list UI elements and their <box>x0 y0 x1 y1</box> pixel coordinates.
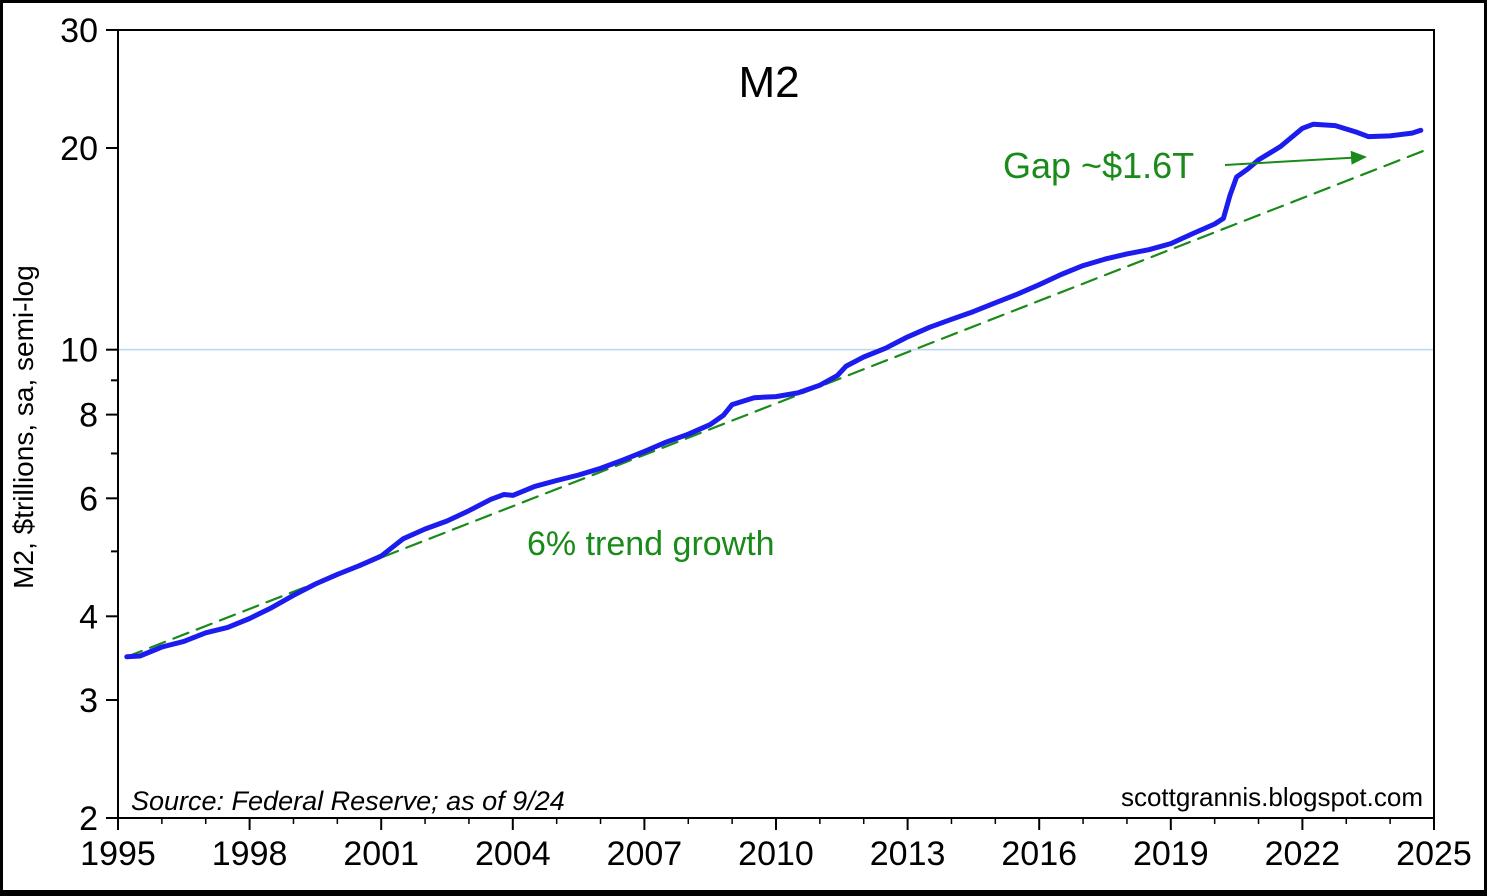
x-tick-label: 1995 <box>80 835 156 873</box>
y-tick-label: 3 <box>79 682 98 720</box>
plot-border <box>117 29 1435 819</box>
x-tick-label: 2010 <box>738 835 814 873</box>
x-tick-label: 2025 <box>1396 835 1472 873</box>
y-tick-label: 10 <box>60 332 98 370</box>
y-axis-label: M2, $trillions, sa, semi-log <box>8 265 39 589</box>
x-tick-label: 2013 <box>870 835 946 873</box>
y-tick-label: 20 <box>60 130 98 168</box>
y-tick-label: 8 <box>79 397 98 435</box>
trend-annotation: 6% trend growth <box>527 525 775 563</box>
y-tick-label: 30 <box>60 12 98 50</box>
chart-frame: 2 3 4 6 8 10 20 30 1995 1998 2001 2004 2007 2010 2013 2… <box>3 3 1484 890</box>
x-tick-label: 2004 <box>475 835 551 873</box>
gap-arrow <box>1224 150 1367 166</box>
x-tick-label: 2007 <box>607 835 683 873</box>
x-tick-label: 1998 <box>212 835 288 873</box>
x-tick-label: 2019 <box>1133 835 1209 873</box>
x-tick-label: 2016 <box>1001 835 1077 873</box>
y-tick-label: 4 <box>79 598 98 636</box>
m2-chart: 2 3 4 6 8 10 20 30 1995 1998 2001 2004 2007 2010 2013 2… <box>8 12 1472 873</box>
m2-series-line <box>124 121 1424 660</box>
chart-title: M2 <box>738 58 799 107</box>
y-tick-label: 6 <box>79 480 98 518</box>
x-tick-label: 2022 <box>1265 835 1341 873</box>
watermark: scottgrannis.blogspot.com <box>1121 782 1423 812</box>
y-tick-label: 2 <box>79 800 98 838</box>
source-note: Source: Federal Reserve; as of 9/24 <box>131 786 565 816</box>
gap-annotation: Gap ~$1.6T <box>1003 145 1194 186</box>
x-tick-label: 2001 <box>343 835 419 873</box>
